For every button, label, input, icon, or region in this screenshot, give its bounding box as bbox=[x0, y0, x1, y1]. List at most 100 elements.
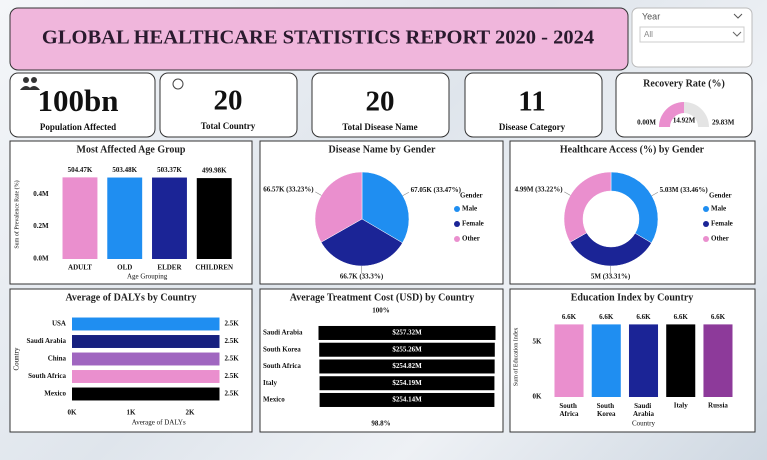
legend-marker bbox=[454, 206, 460, 212]
funnel-bar bbox=[319, 392, 495, 407]
header-banner bbox=[9, 7, 629, 71]
gauge-tick-label: 29.83M bbox=[712, 119, 735, 127]
y-tick-label: 0.0M bbox=[33, 255, 49, 263]
data-label: $254.82M bbox=[392, 362, 422, 370]
y-tick-label: China bbox=[48, 355, 67, 363]
data-label: $254.14M bbox=[392, 396, 422, 404]
chart-title: Healthcare Access (%) by Gender bbox=[560, 144, 705, 155]
legend-title: Gender bbox=[709, 192, 732, 200]
data-label: 503.37K bbox=[157, 166, 182, 174]
x-tick-label: CHILDREN bbox=[195, 264, 233, 272]
category-label: Italy bbox=[263, 379, 278, 387]
category-label: Mexico bbox=[263, 396, 285, 404]
leader-line bbox=[402, 191, 410, 196]
y-axis-label: Sum of Prevalence Rate (%) bbox=[13, 180, 20, 248]
card-value: 11 bbox=[518, 86, 545, 118]
slicer-label: Year bbox=[642, 11, 660, 21]
percent-label: 100% bbox=[372, 307, 390, 315]
data-label: 67.05K (33.47%) bbox=[411, 186, 462, 194]
percent-label: 98.8% bbox=[371, 420, 390, 428]
data-label: $255.26M bbox=[392, 345, 422, 353]
x-tick-label: ELDER bbox=[157, 264, 182, 272]
bar bbox=[62, 177, 98, 259]
leader-line bbox=[651, 191, 659, 196]
chart-title: Most Affected Age Group bbox=[77, 144, 186, 155]
x-tick-label: OLD bbox=[117, 264, 132, 272]
data-label: $257.32M bbox=[392, 329, 422, 337]
legend-label: Female bbox=[711, 220, 733, 228]
y-tick-label: 0.4M bbox=[33, 190, 49, 198]
funnel-bar bbox=[318, 325, 496, 340]
report-title: GLOBAL HEALTHCARE STATISTICS REPORT 2020… bbox=[42, 27, 594, 49]
chart-title: Disease Name by Gender bbox=[329, 144, 436, 155]
data-label: 2.5K bbox=[225, 372, 240, 380]
card-value: 20 bbox=[366, 86, 395, 118]
funnel-bar bbox=[319, 376, 495, 391]
x-tick-label: ADULT bbox=[68, 264, 92, 272]
leader-line bbox=[564, 191, 571, 196]
y-axis-label: Sum of Education Index bbox=[512, 328, 519, 387]
leader-line bbox=[315, 191, 322, 196]
bar bbox=[666, 324, 696, 397]
data-label: 66.57K (33.23%) bbox=[263, 185, 314, 193]
gauge-value-label: 14.92M bbox=[673, 117, 696, 125]
card bbox=[9, 72, 156, 138]
slicer-dropdown[interactable] bbox=[639, 26, 745, 43]
x-tick-label: Italy bbox=[674, 402, 689, 410]
gauge-tick-label: 0.00M bbox=[637, 119, 656, 127]
data-label: $254.19M bbox=[392, 379, 422, 387]
data-label: 6.6K bbox=[636, 313, 651, 321]
legend-title: Gender bbox=[460, 192, 483, 200]
icon-part bbox=[31, 77, 37, 83]
data-label: 5M (33.31%) bbox=[591, 273, 631, 281]
icon-part bbox=[20, 86, 40, 90]
bar bbox=[554, 324, 584, 397]
data-label: 2.5K bbox=[225, 337, 240, 345]
data-label: 6.6K bbox=[711, 313, 726, 321]
bar bbox=[196, 178, 232, 259]
label-line: South bbox=[559, 402, 578, 410]
card-label: Total Country bbox=[201, 121, 256, 131]
data-label: 2.5K bbox=[225, 355, 240, 363]
dropdown-chevron[interactable] bbox=[732, 31, 742, 37]
legend-marker bbox=[454, 221, 460, 227]
slicer-chevron[interactable] bbox=[733, 13, 743, 19]
x-tick-label: Russia bbox=[708, 402, 728, 410]
data-label: 2.5K bbox=[225, 320, 240, 328]
category-label: Saudi Arabia bbox=[263, 329, 303, 337]
y-tick-label: Mexico bbox=[44, 390, 66, 398]
y-tick-label: 0K bbox=[532, 393, 542, 401]
x-tick-label: Saudi Arabia bbox=[633, 402, 655, 418]
card-label: Total Disease Name bbox=[342, 122, 417, 132]
x-tick-label: 1K bbox=[127, 408, 137, 416]
funnel-bar bbox=[319, 359, 495, 374]
chart-title: Average Treatment Cost (USD) by Country bbox=[290, 292, 475, 303]
bar bbox=[152, 177, 187, 259]
legend-marker bbox=[703, 206, 709, 212]
bar bbox=[107, 177, 143, 259]
legend-label: Male bbox=[462, 205, 477, 213]
bar bbox=[72, 335, 220, 348]
x-axis-label: Average of DALYs bbox=[132, 418, 186, 426]
x-axis-label: Country bbox=[632, 420, 655, 428]
data-label: 2.5K bbox=[225, 390, 240, 398]
chart-title: Recovery Rate (%) bbox=[643, 78, 725, 89]
data-label: 503.48K bbox=[112, 166, 137, 174]
data-label: 6.6K bbox=[599, 313, 614, 321]
data-label: 6.6K bbox=[674, 313, 689, 321]
x-tick-label: 2K bbox=[186, 408, 196, 416]
legend-marker bbox=[454, 236, 460, 242]
y-axis-label: Country bbox=[13, 347, 21, 370]
card bbox=[159, 72, 298, 138]
x-axis-label: Age Grouping bbox=[127, 273, 168, 281]
legend-marker bbox=[703, 236, 709, 242]
card bbox=[464, 72, 603, 138]
label-line: Arabia bbox=[633, 410, 655, 418]
card-label: Population Affected bbox=[40, 122, 116, 132]
label-line: Africa bbox=[559, 410, 579, 418]
data-label: 6.6K bbox=[562, 313, 577, 321]
slicer-value[interactable]: All bbox=[644, 30, 653, 39]
card-value: 100bn bbox=[38, 83, 119, 118]
